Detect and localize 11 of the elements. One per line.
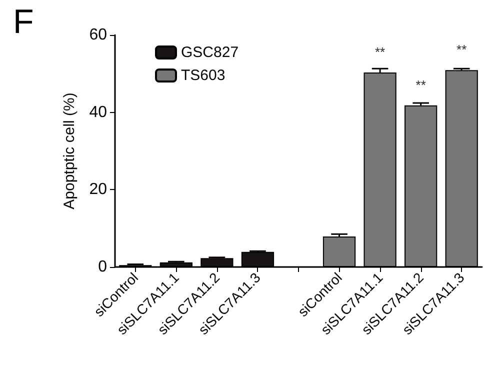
y-axis-title: Apoptptic cell (%) [61,92,78,210]
y-tick-label: 40 [89,104,108,121]
chart-title: F [13,3,34,41]
legend-label: GSC827 [181,44,239,61]
y-tick-label: 0 [98,258,108,276]
y-tick-label: 20 [89,181,108,198]
data-label: ** [456,42,467,58]
data-label: ** [374,44,386,60]
y-tick-label: 60 [89,26,108,44]
data-label: ** [416,77,426,92]
legend-label: TS603 [181,67,226,84]
